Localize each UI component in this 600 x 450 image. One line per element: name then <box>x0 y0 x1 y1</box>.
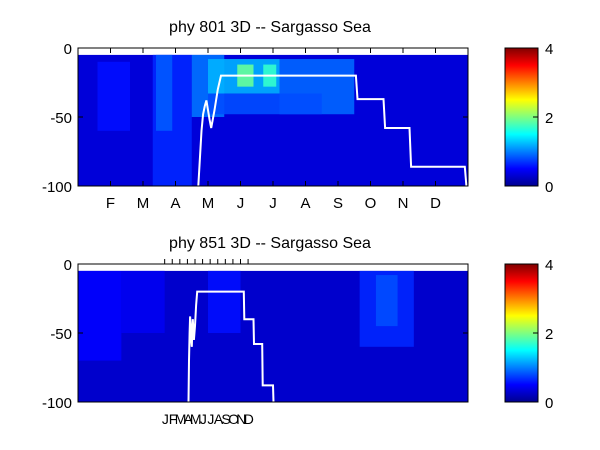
heatmap-cell <box>156 54 173 131</box>
colorbar-2-ticks: 0 2 4 <box>533 257 553 412</box>
x-tick-label: F <box>106 195 115 212</box>
x-tick-label: M <box>137 195 150 212</box>
heatmap-cell <box>97 61 130 131</box>
subplot-1-title: phy 801 3D -- Sargasso Sea <box>169 19 371 36</box>
x-tick-label: J <box>269 195 277 212</box>
heatmap-cell <box>208 93 322 115</box>
x-tick-label: M <box>190 411 201 427</box>
colorbar-tick-label: 0 <box>545 179 553 196</box>
x-tick-label: S <box>333 195 343 212</box>
x-tick-label: J <box>200 411 206 427</box>
y-tick-label: -50 <box>50 326 72 343</box>
x-tick-label: M <box>202 195 215 212</box>
colorbar-1-ticks: 0 2 4 <box>533 41 553 196</box>
y-tick-label: -100 <box>42 395 72 412</box>
x-tick-label: N <box>398 195 409 212</box>
subplot-2-y-ticks: 0 -50 -100 <box>42 257 468 412</box>
x-tick-label: O <box>365 195 377 212</box>
x-tick-label: J <box>207 411 213 427</box>
colorbar-tick-label: 2 <box>545 326 553 343</box>
subplot-2-heatmap <box>78 264 468 402</box>
subplot-1-y-ticks: 0 -50 -100 <box>42 41 468 196</box>
x-tick-label: A <box>214 411 224 427</box>
colorbar-1: 0 2 4 <box>504 41 553 196</box>
x-tick-label: A <box>170 195 180 212</box>
x-tick-label: N <box>236 411 245 427</box>
subplot-1: phy 801 3D -- Sargasso Sea 0 -50 -100 F M A M… <box>42 19 469 212</box>
colorbar-1-gradient <box>504 47 539 187</box>
x-tick-label: J <box>162 411 168 427</box>
x-tick-label: M <box>175 411 186 427</box>
x-tick-label: J <box>237 195 245 212</box>
y-tick-label: -50 <box>50 110 72 127</box>
colorbar-2: 0 2 4 <box>504 257 553 412</box>
x-tick-label: F <box>169 411 177 427</box>
y-tick-label: 0 <box>64 257 72 274</box>
colorbar-tick-label: 4 <box>545 257 553 274</box>
subplot-2-mixed-layer-line <box>187 290 275 402</box>
colorbar-tick-label: 4 <box>545 41 553 58</box>
x-tick-label: D <box>244 411 254 427</box>
colorbar-tick-label: 0 <box>545 395 553 412</box>
x-tick-label: A <box>300 195 310 212</box>
subplot-2: phy 851 3D -- Sargasso Sea 0-50-100 J FMA… <box>42 235 469 427</box>
heatmap-cell <box>78 270 122 361</box>
x-tick-label: O <box>228 411 239 427</box>
x-tick-label: S <box>221 411 230 427</box>
x-tick-label: D <box>430 195 441 212</box>
y-tick-label: 0 <box>64 41 72 58</box>
subplot-1-heatmap <box>78 48 468 186</box>
colorbar-tick-label: 2 <box>545 110 553 127</box>
heatmap-cell <box>375 275 398 327</box>
subplot-2-title: phy 851 3D -- Sargasso Sea <box>169 235 371 252</box>
x-tick-label: A <box>183 411 193 427</box>
y-tick-label: -100 <box>42 179 72 196</box>
heatmap-surface-blank <box>78 264 468 271</box>
heatmap-cell <box>208 270 241 333</box>
subplot-1-mixed-layer-line <box>197 74 468 186</box>
heatmap-cell <box>121 270 165 333</box>
